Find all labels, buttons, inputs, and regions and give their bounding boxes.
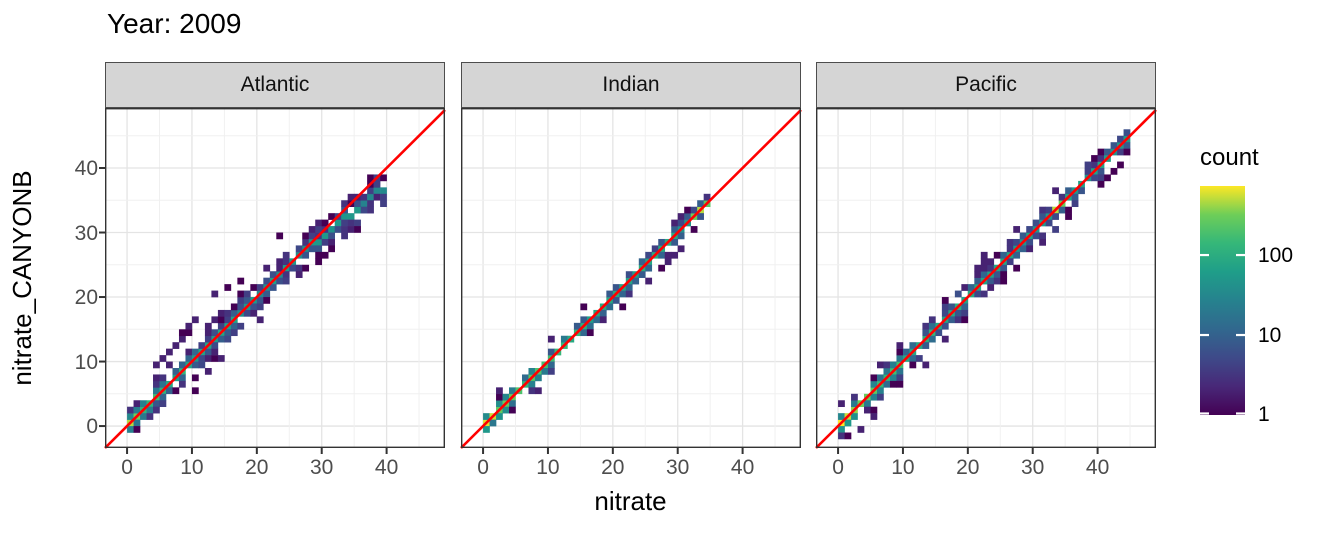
x-tick-label: 40 xyxy=(730,456,755,479)
identity-line xyxy=(460,109,802,449)
x-tick-label: 0 xyxy=(832,456,844,479)
panel-pacific xyxy=(815,107,1157,449)
facet-strip-label: Atlantic xyxy=(240,73,310,96)
x-tick-label: 10 xyxy=(891,456,915,479)
identity-line xyxy=(104,109,446,449)
x-tick-label: 0 xyxy=(477,456,489,479)
legend-colorbar xyxy=(1200,186,1245,415)
x-tick-label: 40 xyxy=(1085,456,1110,479)
x-tick-label: 10 xyxy=(536,456,560,479)
facet-strip-pacific: Pacific xyxy=(816,62,1156,108)
identity-line xyxy=(815,109,1157,449)
y-tick-label: 10 xyxy=(74,350,98,374)
legend-tick-label: 100 xyxy=(1258,244,1294,267)
legend-title: count xyxy=(1200,144,1259,171)
x-tick-label: 30 xyxy=(310,456,334,479)
plot-title: Year: 2009 xyxy=(107,8,242,39)
y-tick-label: 40 xyxy=(74,157,98,180)
panel-indian xyxy=(460,107,802,449)
panel-atlantic xyxy=(104,107,446,449)
facet-strip-atlantic: Atlantic xyxy=(105,62,445,108)
x-tick-label: 40 xyxy=(374,456,399,479)
y-axis-title: nitrate_CANYONB xyxy=(7,170,37,386)
x-tick-label: 20 xyxy=(956,456,980,479)
x-tick-label: 10 xyxy=(180,456,204,479)
y-tick-label: 30 xyxy=(74,221,98,245)
facet-strip-indian: Indian xyxy=(461,62,801,108)
x-tick-label: 20 xyxy=(601,456,625,479)
legend-tick-label: 10 xyxy=(1258,324,1282,347)
y-tick-label: 0 xyxy=(86,415,98,439)
y-tick-label: 20 xyxy=(74,286,98,309)
x-tick-label: 30 xyxy=(666,456,690,479)
x-tick-label: 30 xyxy=(1021,456,1045,479)
facet-strip-label: Pacific xyxy=(955,73,1017,96)
x-axis-title: nitrate xyxy=(594,486,667,516)
x-tick-label: 20 xyxy=(245,456,269,479)
facet-strip-label: Indian xyxy=(602,73,660,96)
x-tick-label: 0 xyxy=(121,456,133,479)
legend-tick-label: 1 xyxy=(1258,402,1270,426)
